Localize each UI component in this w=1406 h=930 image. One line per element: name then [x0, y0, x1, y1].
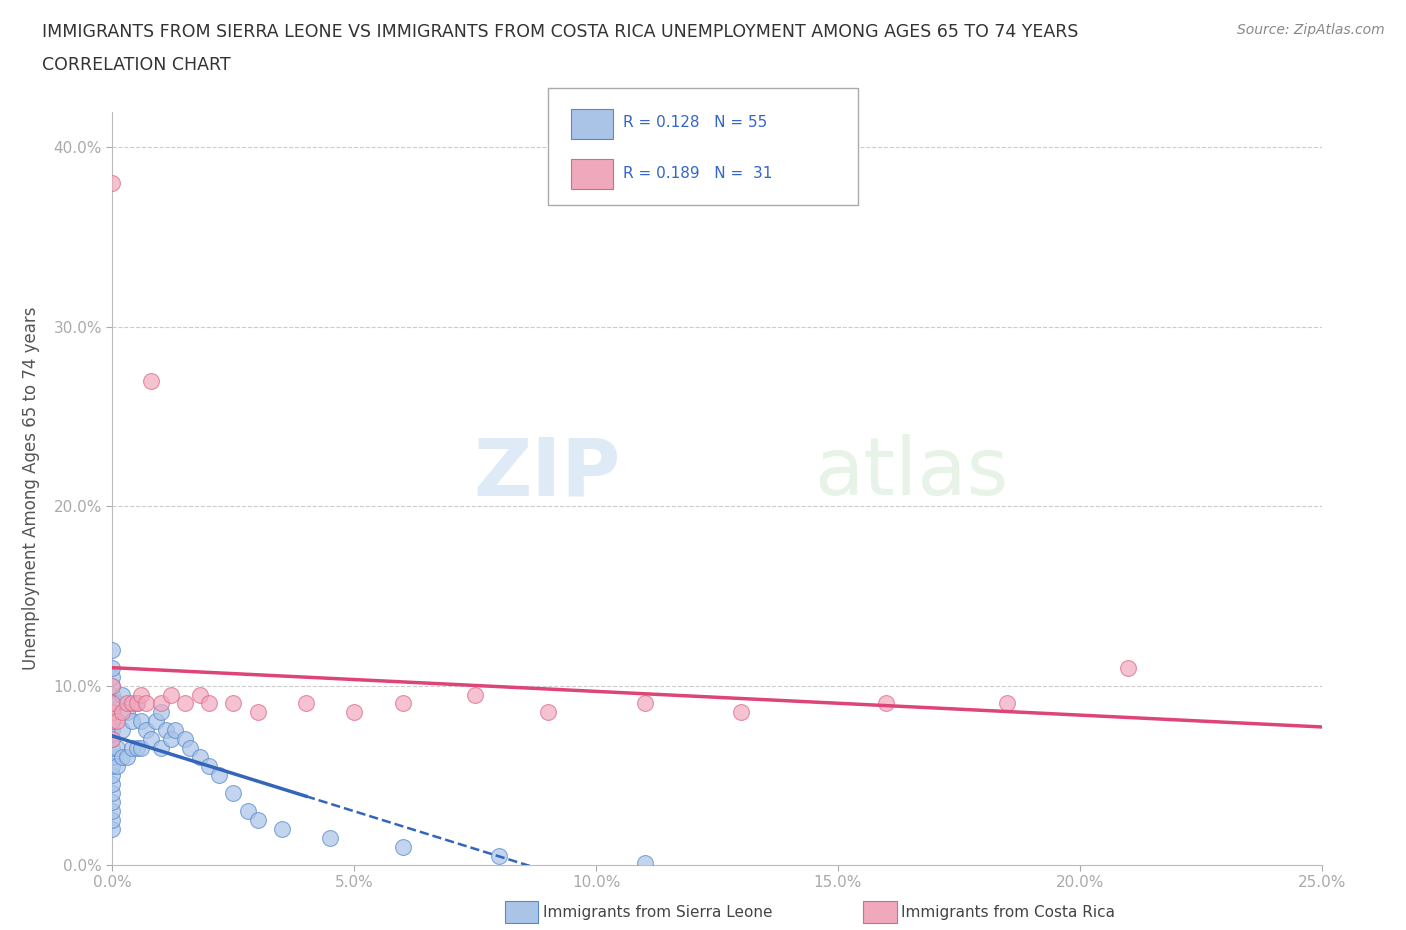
Point — [295, 696, 318, 711]
Text: R = 0.189   N =  31: R = 0.189 N = 31 — [623, 166, 772, 180]
Point — [537, 705, 560, 720]
Text: Immigrants from Costa Rica: Immigrants from Costa Rica — [901, 905, 1115, 920]
Point — [121, 714, 143, 729]
Point — [101, 705, 124, 720]
Point — [149, 705, 172, 720]
Point — [165, 723, 187, 737]
Point — [131, 687, 153, 702]
Point — [149, 741, 172, 756]
Point — [115, 705, 138, 720]
Point — [141, 732, 163, 747]
Text: R = 0.128   N = 55: R = 0.128 N = 55 — [623, 115, 768, 130]
Point — [101, 678, 124, 693]
Text: ZIP: ZIP — [472, 434, 620, 512]
Point — [111, 750, 134, 764]
Point — [101, 768, 124, 783]
Point — [174, 732, 197, 747]
Point — [270, 821, 292, 836]
Y-axis label: Unemployment Among Ages 65 to 74 years: Unemployment Among Ages 65 to 74 years — [21, 307, 39, 670]
Point — [155, 723, 177, 737]
Point — [319, 830, 342, 845]
Point — [159, 687, 181, 702]
Point — [105, 759, 128, 774]
Point — [101, 794, 124, 809]
Point — [101, 821, 124, 836]
Point — [115, 696, 138, 711]
Point — [105, 741, 128, 756]
Point — [135, 696, 157, 711]
Point — [101, 759, 124, 774]
Point — [633, 856, 655, 870]
Point — [101, 696, 124, 711]
Point — [111, 723, 134, 737]
Point — [198, 759, 221, 774]
Point — [391, 696, 413, 711]
Point — [101, 732, 124, 747]
Point — [159, 732, 181, 747]
Text: Immigrants from Sierra Leone: Immigrants from Sierra Leone — [543, 905, 772, 920]
Point — [208, 768, 231, 783]
Point — [1116, 660, 1139, 675]
Point — [101, 777, 124, 791]
Point — [101, 670, 124, 684]
Point — [198, 696, 221, 711]
Point — [101, 714, 124, 729]
Point — [188, 687, 211, 702]
Point — [105, 696, 128, 711]
Point — [101, 750, 124, 764]
Point — [111, 687, 134, 702]
Point — [105, 714, 128, 729]
Point — [464, 687, 486, 702]
Point — [101, 678, 124, 693]
Point — [101, 643, 124, 658]
Text: Source: ZipAtlas.com: Source: ZipAtlas.com — [1237, 23, 1385, 37]
Point — [125, 696, 148, 711]
Point — [188, 750, 211, 764]
Point — [633, 696, 655, 711]
Point — [222, 786, 245, 801]
Point — [101, 723, 124, 737]
Point — [125, 696, 148, 711]
Point — [101, 714, 124, 729]
Point — [111, 705, 134, 720]
Point — [101, 687, 124, 702]
Point — [343, 705, 366, 720]
Point — [488, 848, 510, 863]
Point — [875, 696, 897, 711]
Point — [391, 840, 413, 855]
Point — [125, 741, 148, 756]
Text: CORRELATION CHART: CORRELATION CHART — [42, 56, 231, 73]
Point — [145, 714, 167, 729]
Point — [101, 660, 124, 675]
Point — [101, 786, 124, 801]
Point — [246, 813, 269, 828]
Point — [101, 741, 124, 756]
Point — [131, 714, 153, 729]
Point — [174, 696, 197, 711]
Point — [101, 732, 124, 747]
Text: atlas: atlas — [814, 434, 1008, 512]
Point — [101, 176, 124, 191]
Point — [101, 813, 124, 828]
Point — [135, 723, 157, 737]
Point — [236, 804, 259, 818]
Point — [115, 750, 138, 764]
Point — [121, 696, 143, 711]
Text: IMMIGRANTS FROM SIERRA LEONE VS IMMIGRANTS FROM COSTA RICA UNEMPLOYMENT AMONG AG: IMMIGRANTS FROM SIERRA LEONE VS IMMIGRAN… — [42, 23, 1078, 41]
Point — [730, 705, 752, 720]
Point — [101, 705, 124, 720]
Point — [179, 741, 201, 756]
Point — [222, 696, 245, 711]
Point — [101, 696, 124, 711]
Point — [131, 741, 153, 756]
Point — [246, 705, 269, 720]
Point — [101, 804, 124, 818]
Point — [995, 696, 1018, 711]
Point — [149, 696, 172, 711]
Point — [141, 373, 163, 388]
Point — [121, 741, 143, 756]
